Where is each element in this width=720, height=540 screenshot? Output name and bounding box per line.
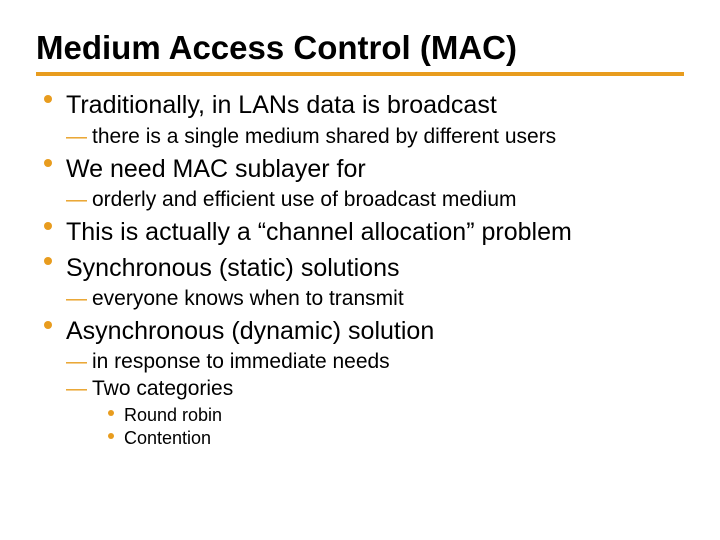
bullet-text: This is actually a “channel allocation” … [66,218,572,246]
bullet-text: Synchronous (static) solutions [66,254,399,282]
bullet-level-1: Traditionally, in LANs data is broadcast… [36,90,684,150]
bullet-icon [108,433,114,439]
bullet-level-2: —everyone knows when to transmit [66,286,684,312]
bullet-level-1: Asynchronous (dynamic) solution —in respo… [36,316,684,451]
bullet-text: Round robin [124,405,222,425]
bullet-level-2: —there is a single medium shared by diff… [66,124,684,150]
bullet-text: Two categories [92,377,233,400]
bullet-icon [44,321,52,329]
bullet-level-1: This is actually a “channel allocation” … [36,217,684,248]
sub-bullet-list: —there is a single medium shared by diff… [66,124,684,150]
bullet-level-3: Contention [106,427,684,450]
slide-title: Medium Access Control (MAC) [36,30,684,66]
bullet-level-2: —orderly and efficient use of broadcast … [66,187,684,213]
bullet-level-1: We need MAC sublayer for —orderly and eff… [36,154,684,214]
sub-bullet-list: —orderly and efficient use of broadcast … [66,187,684,213]
bullet-level-2: —in response to immediate needs [66,349,684,375]
bullet-list: Traditionally, in LANs data is broadcast… [36,90,684,450]
bullet-text: Contention [124,428,211,448]
dash-icon: — [66,376,87,402]
dash-icon: — [66,187,87,213]
sub-bullet-list: —everyone knows when to transmit [66,286,684,312]
bullet-icon [44,95,52,103]
slide: Medium Access Control (MAC) Traditionall… [0,0,720,540]
bullet-text: orderly and efficient use of broadcast m… [92,188,517,211]
bullet-level-2: —Two categories Round robin Contention [66,376,684,451]
bullet-text: in response to immediate needs [92,350,390,373]
bullet-icon [108,410,114,416]
bullet-text: Traditionally, in LANs data is broadcast [66,91,497,119]
dash-icon: — [66,286,87,312]
bullet-icon [44,159,52,167]
dash-icon: — [66,124,87,150]
sub-bullet-list: —in response to immediate needs—Two cate… [66,349,684,450]
bullet-level-1: Synchronous (static) solutions —everyone … [36,253,684,313]
title-underline [36,72,684,76]
bullet-text: there is a single medium shared by diffe… [92,125,556,148]
bullet-icon [44,257,52,265]
bullet-text: We need MAC sublayer for [66,155,366,183]
bullet-level-3: Round robin [106,404,684,427]
dash-icon: — [66,349,87,375]
bullet-text: Asynchronous (dynamic) solution [66,317,434,345]
bullet-text: everyone knows when to transmit [92,287,404,310]
bullet-icon [44,222,52,230]
sub-sub-bullet-list: Round robin Contention [106,404,684,451]
